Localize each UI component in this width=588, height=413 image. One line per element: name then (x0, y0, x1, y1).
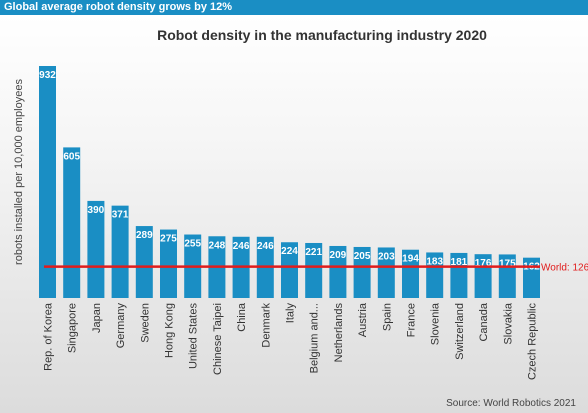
bar (305, 242, 323, 298)
bar-value-label: 605 (63, 151, 80, 162)
category-tick-label: China (236, 302, 248, 332)
bar (353, 246, 371, 298)
bar (474, 254, 492, 298)
bar-value-label: 183 (426, 256, 443, 267)
bar-value-label: 205 (354, 251, 371, 262)
bar (498, 254, 516, 298)
bar (402, 249, 419, 298)
bar (39, 66, 56, 298)
category-tick-label: Hong Kong (164, 303, 176, 358)
bars-group: 932 Rep. of Korea 605 Singapore 390 Japan 371 G… (39, 66, 540, 380)
category-tick-label: Czech Republic (527, 303, 539, 381)
category-tick-label: Netherlands (333, 303, 345, 363)
category-tick-label: Rep. of Korea (43, 302, 55, 371)
category-tick-label: Singapore (67, 303, 79, 353)
bar (135, 226, 153, 298)
bar-value-label: 194 (402, 254, 419, 265)
category-tick-label: Italy (285, 303, 297, 324)
category-tick-label: Belgium and... (309, 303, 321, 373)
category-tick-label: Slovenia (430, 302, 442, 345)
bar-value-label: 221 (305, 247, 322, 258)
bar-value-label: 248 (209, 240, 226, 251)
bar (426, 252, 444, 298)
reference-line-label: World: 126 (541, 263, 588, 274)
bar (87, 200, 105, 298)
bar (329, 245, 347, 298)
bar (63, 147, 81, 298)
source-note: Source: World Robotics 2021 (446, 398, 576, 409)
bar-value-label: 203 (378, 251, 395, 262)
chart-title: Robot density in the manufacturing indus… (157, 27, 487, 43)
bar-value-label: 275 (160, 234, 177, 245)
bar-value-label: 371 (112, 210, 129, 221)
category-tick-label: Chinese Taipei (212, 303, 224, 375)
bar-value-label: 390 (88, 205, 105, 216)
category-tick-label: United States (188, 303, 200, 370)
reference-line-group: World: 126 (44, 263, 588, 274)
category-tick-label: Germany (115, 303, 127, 349)
category-tick-label: Slovakia (502, 302, 514, 344)
bar-value-label: 224 (281, 246, 298, 257)
bar (377, 247, 395, 298)
category-tick-label: Denmark (260, 303, 272, 348)
bar-value-label: 932 (39, 70, 56, 81)
bar (160, 229, 177, 298)
bar (111, 205, 129, 298)
bar-value-label: 176 (475, 258, 492, 269)
bar-value-label: 175 (499, 258, 516, 269)
bar-value-label: 246 (233, 241, 250, 252)
bar-value-label: 289 (136, 230, 153, 241)
bar (450, 252, 468, 298)
bar-value-label: 209 (330, 250, 347, 261)
bar-value-label: 246 (257, 241, 274, 252)
y-axis-label: robots installed per 10,000 employees (13, 79, 25, 265)
category-tick-label: Japan (91, 303, 103, 333)
bar (281, 242, 298, 298)
category-tick-label: Canada (478, 302, 490, 341)
bar-value-label: 255 (184, 239, 201, 250)
category-tick-label: Switzerland (454, 303, 466, 360)
category-tick-label: Spain (381, 303, 393, 331)
category-tick-label: Sweden (139, 303, 151, 343)
bar-value-label: 181 (451, 257, 468, 268)
category-tick-label: Austria (357, 302, 369, 337)
header-banner: Global average robot density grows by 12… (0, 0, 588, 15)
category-tick-label: France (406, 303, 418, 337)
